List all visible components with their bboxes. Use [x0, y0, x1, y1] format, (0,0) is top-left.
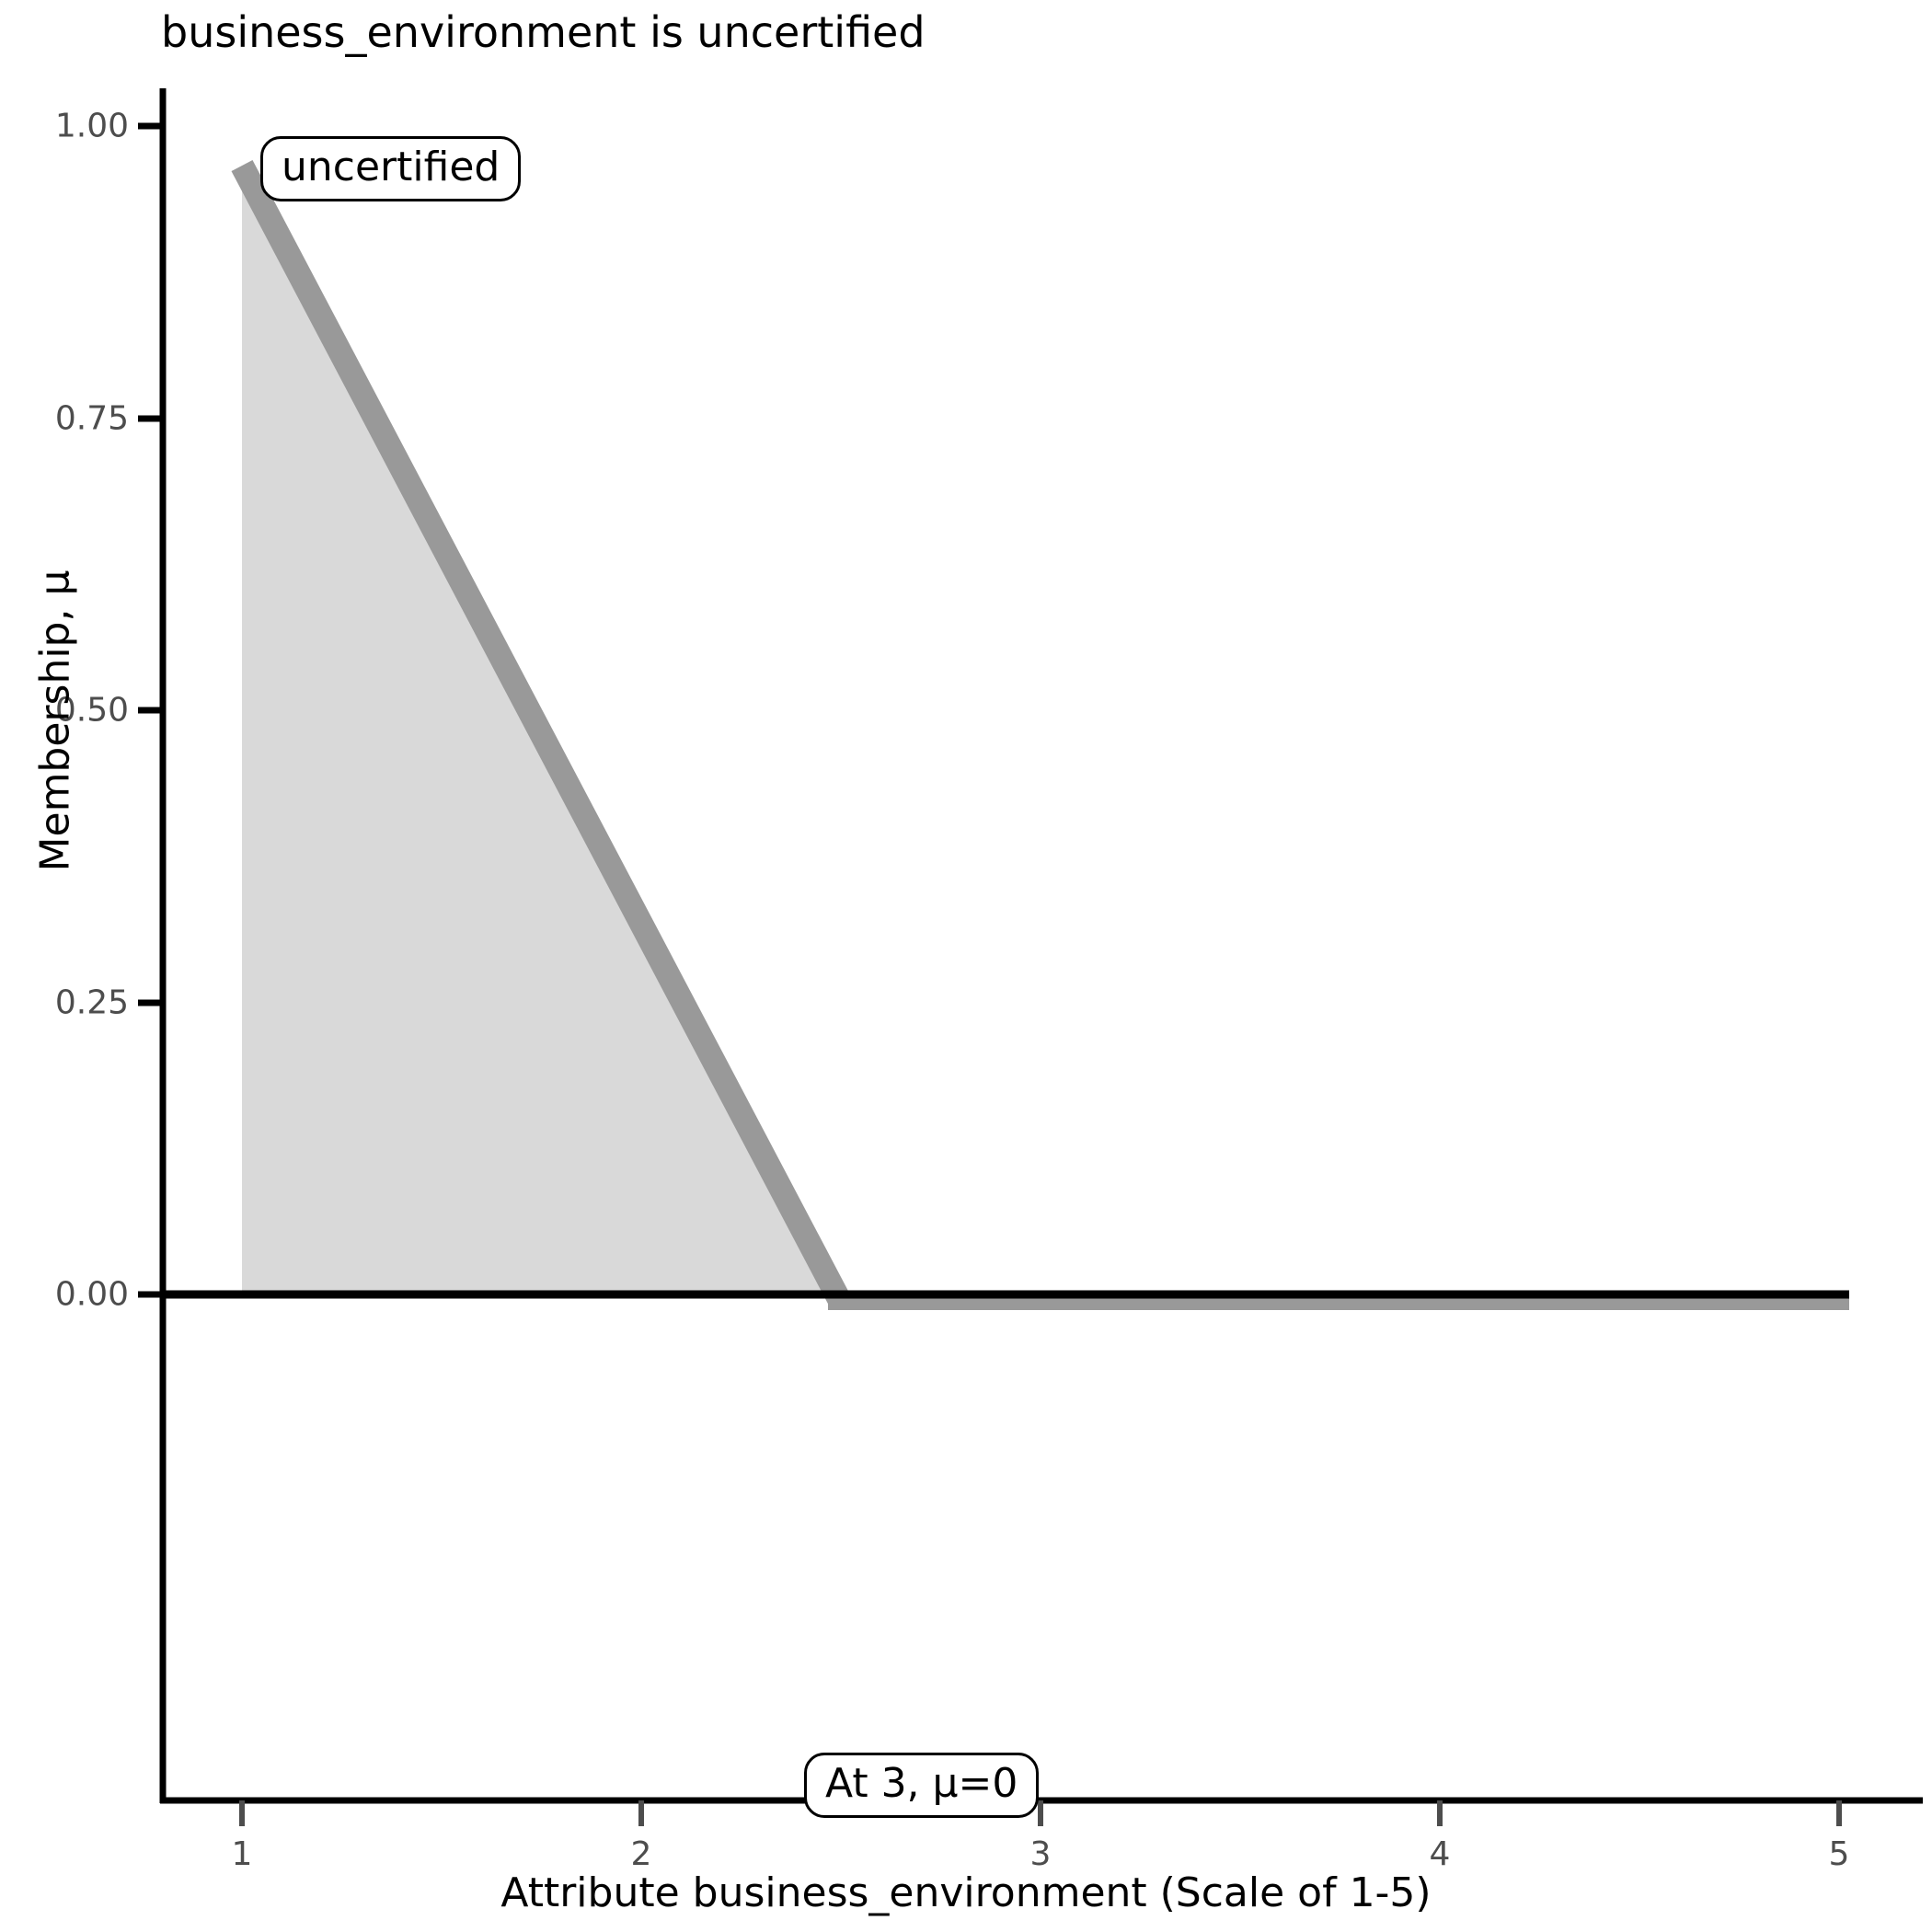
- series-label-uncertified: uncertified: [260, 136, 522, 202]
- x-tick-label-3: 3: [1029, 1835, 1052, 1873]
- x-tick-label-4: 4: [1429, 1835, 1451, 1873]
- x-axis-label: Attribute business_environment (Scale of…: [500, 1869, 1432, 1916]
- x-tick-label-2: 2: [630, 1835, 652, 1873]
- y-tick-label-0-25: 0.25: [54, 983, 129, 1022]
- x-tick-label-1: 1: [231, 1835, 253, 1873]
- x-tick-label-5: 5: [1828, 1835, 1850, 1873]
- y-axis-label: Membership, μ: [31, 569, 79, 872]
- y-tick-label-1-00: 1.00: [54, 107, 129, 145]
- membership-function-line: [231, 159, 851, 1307]
- chart-title: business_environment is uncertified: [161, 7, 926, 57]
- y-tick-label-0-50: 0.50: [54, 691, 129, 730]
- zero-crossing-annotation: At 3, μ=0: [804, 1753, 1040, 1819]
- x-axis-ticks: [239, 1800, 1842, 1826]
- y-tick-label-0-75: 0.75: [54, 399, 129, 438]
- y-axis-ticks: [138, 122, 163, 1298]
- y-tick-label-0-00: 0.00: [54, 1275, 129, 1314]
